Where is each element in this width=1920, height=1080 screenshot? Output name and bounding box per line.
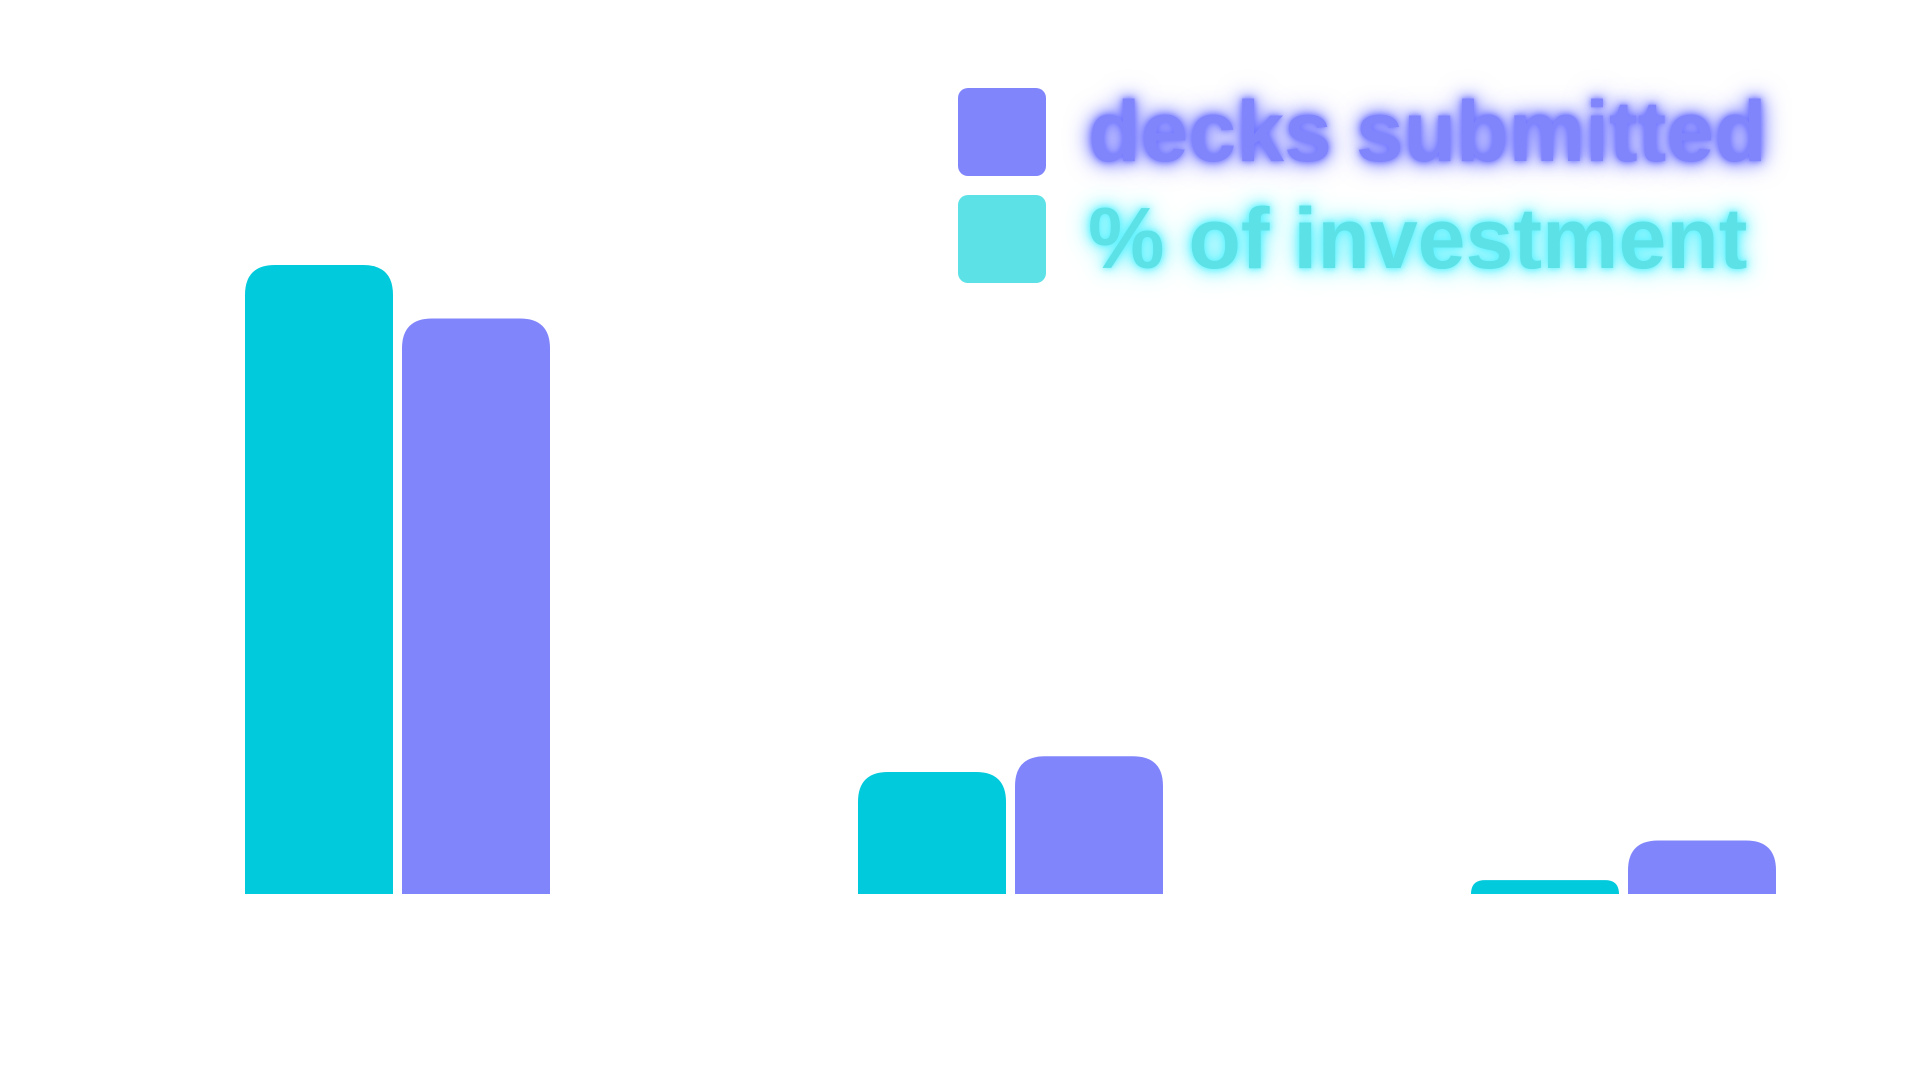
bar-decks-1 — [402, 318, 550, 895]
legend-swatch-percent-investment — [958, 195, 1046, 283]
bar-investment-2 — [858, 771, 1006, 894]
bar-group-3 — [1471, 840, 1776, 894]
bar-investment-1 — [245, 265, 393, 894]
legend-swatch-decks-submitted — [958, 88, 1046, 176]
bar-group-2 — [858, 756, 1163, 894]
legend-item-decks-submitted: decks submitted — [958, 88, 1767, 176]
chart-legend: decks submitted % of investment — [958, 88, 1767, 302]
legend-label-decks-submitted: decks submitted — [1088, 84, 1767, 180]
legend-item-percent-investment: % of investment — [958, 195, 1767, 283]
bar-decks-2 — [1015, 756, 1163, 894]
bar-investment-3 — [1471, 880, 1619, 894]
bar-group-1 — [245, 265, 550, 895]
legend-label-percent-investment: % of investment — [1088, 191, 1748, 287]
bar-decks-3 — [1628, 840, 1776, 894]
